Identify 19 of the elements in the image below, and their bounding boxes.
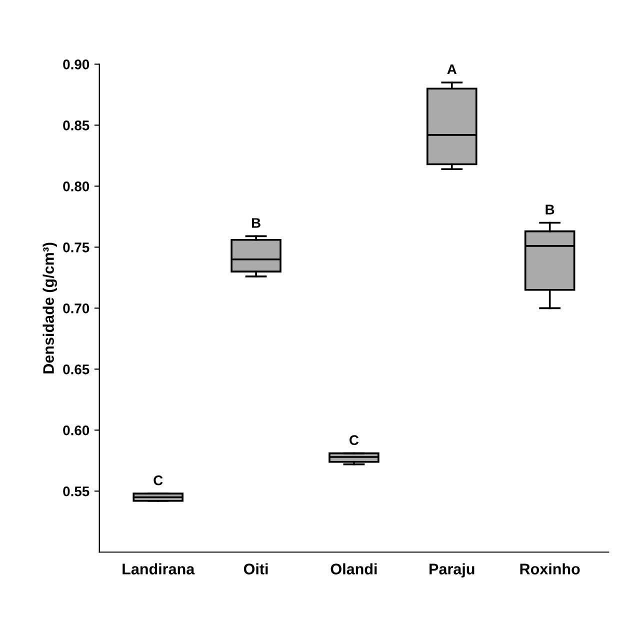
annotation: C bbox=[350, 435, 359, 446]
y-tick-label: 0.60 bbox=[63, 425, 90, 436]
annotation: B bbox=[546, 204, 554, 214]
y-tick-label: 0.70 bbox=[63, 303, 90, 314]
y-tick-label: 0.65 bbox=[63, 364, 90, 374]
y-tick-label: 0.85 bbox=[63, 120, 90, 130]
y-tick-label: 0.55 bbox=[63, 486, 90, 496]
annotation: B bbox=[252, 218, 260, 228]
x-tick-label: Roxinho bbox=[520, 563, 580, 574]
annotation: A bbox=[447, 64, 457, 74]
x-tick-label: Landirana bbox=[122, 563, 195, 574]
annotation: C bbox=[154, 475, 163, 486]
y-tick-label: 0.90 bbox=[63, 60, 90, 70]
x-tick-label: Paraju bbox=[430, 563, 474, 578]
x-tick-label: Olandi bbox=[330, 563, 377, 574]
y-tick-label: 0.75 bbox=[63, 242, 90, 252]
x-tick-label: Oiti bbox=[244, 563, 268, 574]
y-axis-title: Densidade (g/cm³) bbox=[42, 242, 58, 374]
y-tick-label: 0.80 bbox=[63, 182, 90, 192]
